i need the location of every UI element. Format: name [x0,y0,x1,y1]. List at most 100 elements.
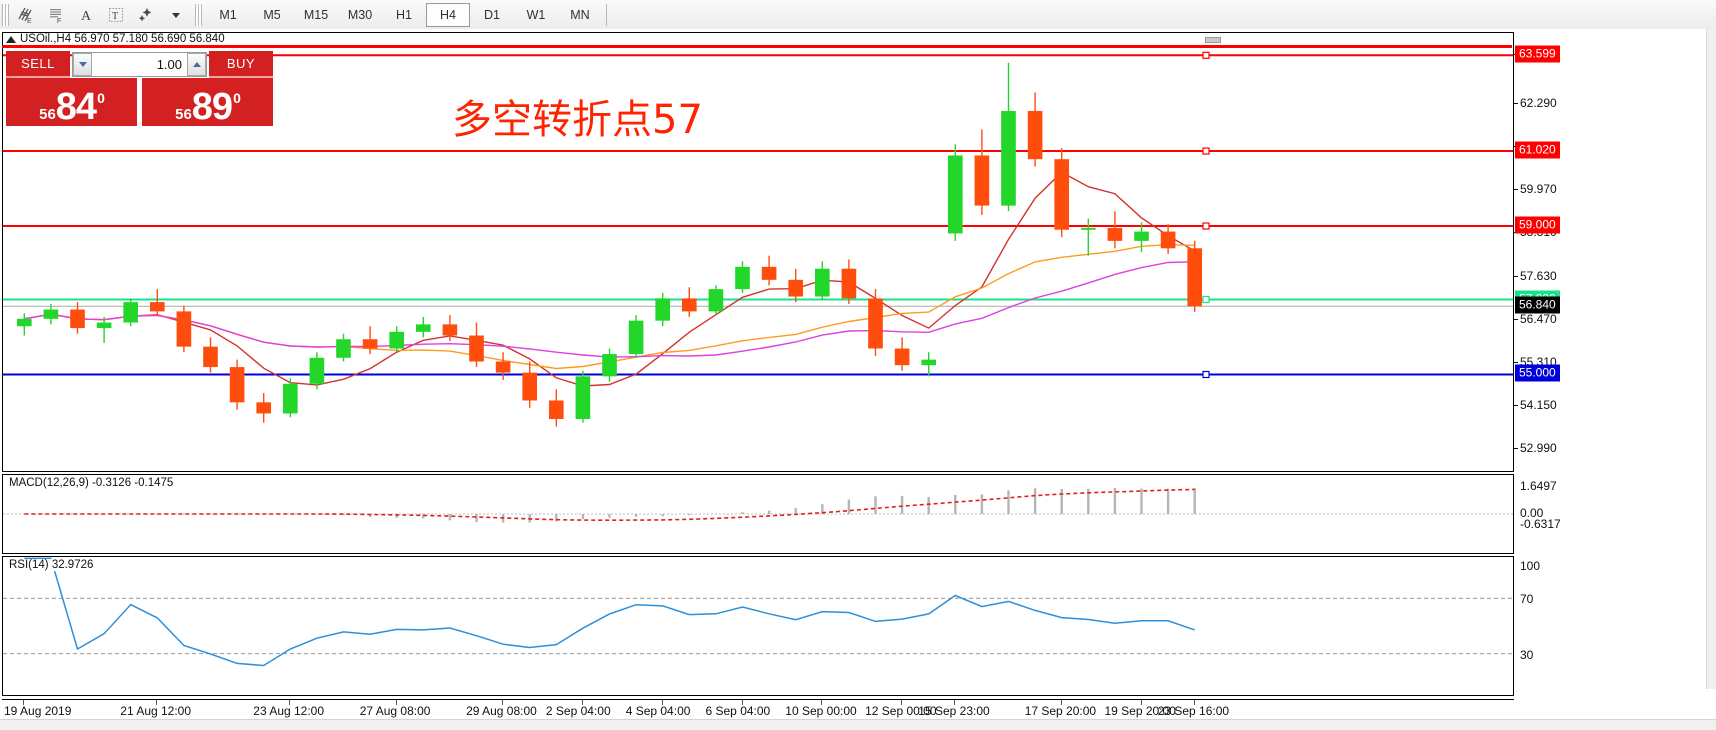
main-toolbar: E F A T [0,0,1716,30]
rsi-layer [3,557,1513,667]
toolbar-separator [195,3,202,26]
svg-text:A: A [81,9,92,24]
time-axis-label: 17 Sep 20:00 [1024,704,1097,718]
price-axis-tick: 59.970 [1520,182,1557,196]
price-axis[interactable]: 63.59962.29061.12059.97058.81057.63056.4… [1514,32,1716,472]
time-axis-label: 6 Sep 04:00 [705,704,771,718]
price-axis-tickmark [1514,275,1518,277]
symbol-header: USOil.,H4 56.970 57.180 56.690 56.840 [4,33,227,45]
sell-price-main: 84 [55,85,97,128]
price-plot [3,33,1513,471]
time-axis-label: 15 Sep 23:00 [918,704,990,718]
chart-annotation-text: 多空转折点57 [452,97,703,143]
time-axis-label: 12 Sep 00:00 [865,704,937,718]
chart-area: USOil.,H4 56.970 57.180 56.690 56.840 SE… [0,29,1716,730]
time-axis-tickmark [1140,700,1142,705]
timeframe-m1[interactable]: M1 [219,7,237,22]
time-axis-label: 19 Sep 20:00 [1104,704,1176,718]
price-level-badge-61.020[interactable]: 61.020 [1515,141,1560,159]
timeframe-m30[interactable]: M30 [347,7,373,22]
svg-text:F: F [57,18,61,25]
rsi-pane[interactable]: RSI(14) 32.9726 [2,556,1514,696]
svg-text:T: T [112,11,118,22]
grid-icon[interactable]: F [41,2,71,28]
price-axis-tick: 56.470 [1520,311,1557,326]
time-axis-tickmark [156,700,158,705]
timeframe-mn[interactable]: MN [570,7,590,22]
rsi-plot [3,557,1513,695]
volume-increase-button[interactable] [187,53,206,76]
buy-button[interactable]: BUY [209,51,273,78]
indicators-icon[interactable]: E [11,2,41,28]
rsi-axis-tick: 100 [1520,559,1541,573]
text-tool-icon[interactable]: A [71,2,101,28]
sell-price-cell[interactable]: 56 84 0 [6,78,137,126]
sell-price-integer: 56 [39,105,56,123]
vertical-scrollbar[interactable] [1706,29,1716,689]
time-axis-tickmark [502,700,504,705]
time-axis-label: 23 Sep 16:00 [1157,704,1230,718]
price-level-badge-56.840[interactable]: 56.840 [1515,296,1560,314]
time-axis-tickmark [954,700,956,705]
timeframe-w1[interactable]: W1 [526,7,546,22]
svg-text:E: E [27,18,32,25]
time-axis-tickmark [581,700,583,705]
price-axis-tickmark [1514,102,1518,104]
macd-layer [3,488,1513,523]
macd-label: MACD(12,26,9) -0.3126 -0.1475 [7,477,176,489]
timeframe-h1[interactable]: H1 [396,7,412,22]
time-axis-label: 2 Sep 04:00 [545,704,611,718]
volume-input[interactable]: 1.00 [72,52,207,77]
buy-price-cell[interactable]: 56 89 0 [142,78,273,126]
time-axis-label: 27 Aug 08:00 [359,704,431,718]
time-axis-tickmark [23,700,25,705]
symbol-header-text: USOil.,H4 56.970 57.180 56.690 56.840 [20,33,225,45]
time-axis-label: 23 Aug 12:00 [253,704,325,718]
macd-pane[interactable]: MACD(12,26,9) -0.3126 -0.1475 [2,474,1514,554]
time-axis-label: 10 Sep 00:00 [785,704,857,718]
volume-decrease-button[interactable] [73,53,92,76]
price-axis-tick: 54.150 [1520,398,1557,413]
text-label-icon[interactable]: T [101,2,131,28]
time-axis-tickmark [821,700,823,705]
time-axis-tickmark [1193,700,1195,705]
one-click-trade-panel[interactable]: SELL 1.00 BUY 56 84 0 [6,51,273,126]
dropdown-arrow-icon[interactable] [161,2,191,28]
rsi-axis-tick: 30 [1520,647,1534,662]
sell-button[interactable]: SELL [6,51,70,78]
toolbar-grip[interactable] [1,3,9,26]
trade-panel-top: SELL 1.00 BUY [6,51,273,78]
macd-plot [3,475,1513,553]
timeframe-d1[interactable]: D1 [484,7,500,22]
price-level-badge-55.000[interactable]: 55.000 [1515,364,1560,382]
price-level-badge-59.000[interactable]: 59.000 [1515,216,1560,234]
time-axis-tickmark [741,700,743,705]
symbol-underline [2,45,1512,48]
price-axis-tickmark [1514,189,1518,190]
objects-icon[interactable] [131,2,161,28]
pane-resize-handle[interactable] [1205,37,1221,43]
price-axis-tickmark [1514,318,1518,320]
price-pane[interactable] [2,32,1514,472]
timeframe-h4[interactable]: H4 [426,2,470,27]
time-axis-tickmark [289,700,291,705]
toolbar-end-separator [606,3,614,26]
symbol-triangle-icon [6,35,16,43]
price-axis-tickmark [1514,448,1518,450]
price-axis-tick: 57.630 [1520,268,1557,283]
rsi-axis: 100 70 30 [1514,556,1716,696]
time-axis-tickmark [901,700,903,705]
buy-price-fraction: 0 [233,89,241,106]
price-axis-tick: 52.990 [1520,441,1557,456]
price-level-badge-63.599[interactable]: 63.599 [1515,45,1560,63]
macd-axis-tick: -0.6317 [1520,517,1561,531]
horizontal-scrollbar[interactable] [0,719,1716,730]
time-axis-label: 21 Aug 12:00 [120,704,192,718]
timeframe-m5[interactable]: M5 [263,7,281,22]
buy-price-main: 89 [191,85,233,128]
macd-axis-tick: 0.00 [1520,506,1544,520]
price-axis-tickmark [1514,405,1518,407]
timeframe-m15[interactable]: M15 [303,7,329,22]
time-axis[interactable]: 19 Aug 2019 21 Aug 12:00 23 Aug 12:00 27 Au… [2,699,1514,721]
volume-value[interactable]: 1.00 [156,57,182,72]
